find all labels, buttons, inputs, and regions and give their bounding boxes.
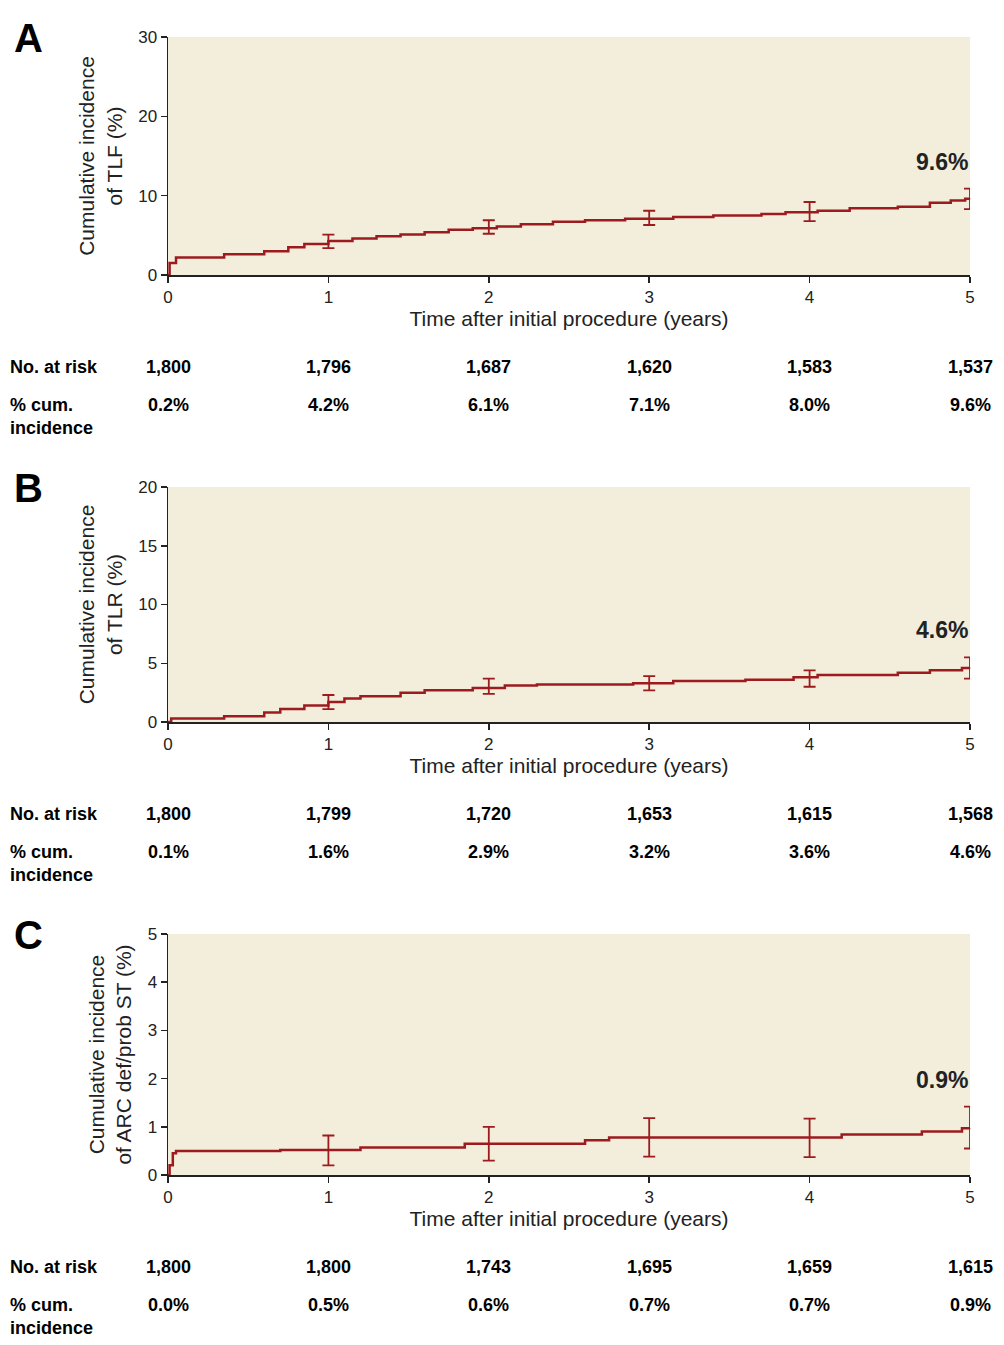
svg-text:1,653: 1,653 [627,804,672,824]
svg-text:9.6%: 9.6% [950,395,991,415]
svg-text:3.2%: 3.2% [629,842,670,862]
svg-text:3: 3 [644,1188,653,1207]
svg-text:5: 5 [148,654,157,673]
svg-text:3.6%: 3.6% [789,842,830,862]
svg-text:Time after initial procedure (: Time after initial procedure (years) [410,307,729,330]
svg-text:1,800: 1,800 [146,357,191,377]
svg-text:2: 2 [484,735,493,754]
svg-text:9.6%: 9.6% [916,149,968,175]
svg-text:Time after initial procedure (: Time after initial procedure (years) [410,1207,729,1230]
svg-text:4: 4 [805,288,814,307]
svg-text:4.6%: 4.6% [950,842,991,862]
svg-text:3: 3 [644,735,653,754]
svg-text:0: 0 [148,713,157,732]
svg-text:1,583: 1,583 [787,357,832,377]
svg-text:0.7%: 0.7% [629,1295,670,1315]
svg-text:1,659: 1,659 [787,1257,832,1277]
svg-text:0.5%: 0.5% [308,1295,349,1315]
svg-text:1,800: 1,800 [306,1257,351,1277]
svg-text:No. at risk: No. at risk [10,1257,98,1277]
svg-text:1,796: 1,796 [306,357,351,377]
svg-text:1,743: 1,743 [466,1257,511,1277]
svg-text:4.2%: 4.2% [308,395,349,415]
svg-text:1: 1 [324,735,333,754]
svg-text:1,615: 1,615 [787,804,832,824]
svg-text:0.1%: 0.1% [148,842,189,862]
svg-text:2: 2 [484,288,493,307]
svg-text:1,800: 1,800 [146,1257,191,1277]
svg-text:5: 5 [965,735,974,754]
svg-text:No. at risk: No. at risk [10,804,98,824]
svg-text:1,799: 1,799 [306,804,351,824]
svg-text:C: C [14,913,43,957]
svg-text:5: 5 [965,288,974,307]
svg-text:Cumulative incidenceof TLR (%): Cumulative incidenceof TLR (%) [75,505,125,705]
svg-text:5: 5 [965,1188,974,1207]
svg-text:1,695: 1,695 [627,1257,672,1277]
svg-text:2.9%: 2.9% [468,842,509,862]
svg-text:% cum.incidence: % cum.incidence [10,395,93,438]
svg-text:2: 2 [484,1188,493,1207]
svg-text:1: 1 [324,288,333,307]
svg-text:0: 0 [163,1188,172,1207]
svg-text:0: 0 [148,266,157,285]
svg-text:5: 5 [148,925,157,944]
svg-text:4: 4 [148,973,157,992]
svg-text:0: 0 [163,288,172,307]
svg-text:8.0%: 8.0% [789,395,830,415]
svg-text:1,687: 1,687 [466,357,511,377]
svg-text:20: 20 [138,478,157,497]
svg-text:0: 0 [148,1166,157,1185]
svg-text:1,537: 1,537 [948,357,993,377]
svg-text:0.6%: 0.6% [468,1295,509,1315]
svg-text:4: 4 [805,1188,814,1207]
svg-text:20: 20 [138,107,157,126]
svg-text:1.6%: 1.6% [308,842,349,862]
svg-text:1,615: 1,615 [948,1257,993,1277]
svg-text:0.0%: 0.0% [148,1295,189,1315]
svg-text:4.6%: 4.6% [916,617,968,643]
svg-text:1,568: 1,568 [948,804,993,824]
svg-text:0.7%: 0.7% [789,1295,830,1315]
svg-text:B: B [14,466,43,510]
svg-text:4: 4 [805,735,814,754]
svg-text:Cumulative incidenceof ARC def: Cumulative incidenceof ARC def/prob ST (… [85,944,135,1164]
svg-text:0: 0 [163,735,172,754]
svg-text:1,800: 1,800 [146,804,191,824]
svg-text:2: 2 [148,1070,157,1089]
svg-text:A: A [14,16,43,60]
svg-text:1,720: 1,720 [466,804,511,824]
svg-text:% cum.incidence: % cum.incidence [10,1295,93,1338]
svg-text:30: 30 [138,28,157,47]
svg-text:10: 10 [138,595,157,614]
svg-text:No. at risk: No. at risk [10,357,98,377]
svg-text:6.1%: 6.1% [468,395,509,415]
svg-text:7.1%: 7.1% [629,395,670,415]
svg-text:1,620: 1,620 [627,357,672,377]
svg-text:% cum.incidence: % cum.incidence [10,842,93,885]
svg-text:0.9%: 0.9% [950,1295,991,1315]
svg-text:15: 15 [138,537,157,556]
svg-text:1: 1 [324,1188,333,1207]
svg-text:0.9%: 0.9% [916,1067,968,1093]
svg-text:3: 3 [148,1021,157,1040]
svg-text:10: 10 [138,187,157,206]
svg-text:Cumulative incidenceof TLF (%): Cumulative incidenceof TLF (%) [75,56,125,256]
svg-text:0.2%: 0.2% [148,395,189,415]
svg-text:1: 1 [148,1118,157,1137]
svg-text:3: 3 [644,288,653,307]
svg-text:Time after initial procedure (: Time after initial procedure (years) [410,754,729,777]
